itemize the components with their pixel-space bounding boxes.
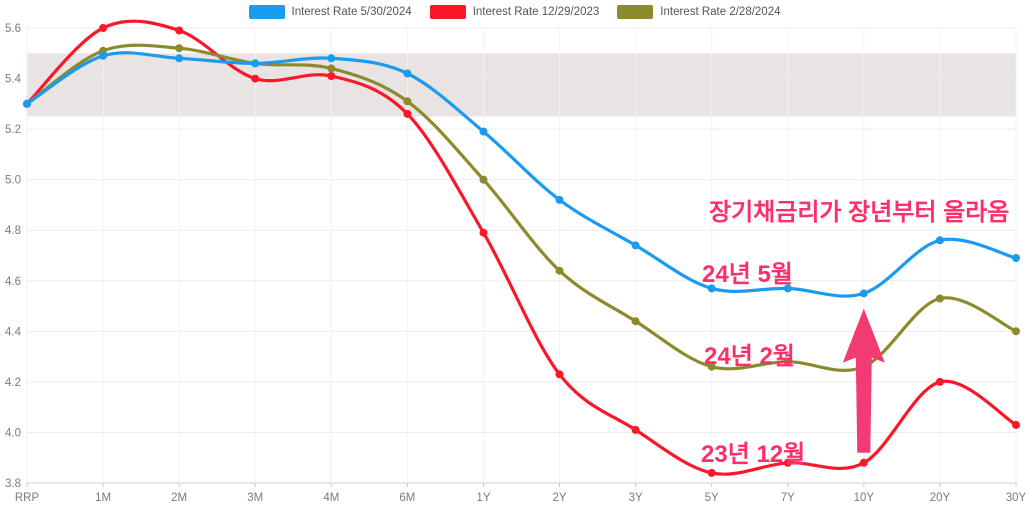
- y-axis-tick-label: 5.2: [5, 124, 21, 136]
- data-point[interactable]: [23, 99, 31, 108]
- data-point[interactable]: [251, 74, 260, 83]
- legend-label-rate-2-28-2024: Interest Rate 2/28/2024: [660, 6, 781, 18]
- y-axis-tick-label: 4.8: [5, 225, 21, 237]
- legend-item-rate-12-29-2023[interactable]: Interest Rate 12/29/2023: [429, 5, 600, 19]
- legend-label-rate-12-29-2023: Interest Rate 12/29/2023: [472, 6, 600, 18]
- y-axis-tick-label: 5.4: [5, 74, 22, 86]
- x-axis-tick-label: 3M: [247, 492, 263, 504]
- data-point[interactable]: [327, 64, 336, 73]
- x-axis-tick-label: 20Y: [930, 492, 951, 504]
- data-point[interactable]: [935, 377, 944, 386]
- x-axis-tick-label: 1Y: [476, 492, 490, 504]
- up-arrow-annotation: [842, 308, 885, 453]
- y-axis-tick-label: 3.8: [5, 478, 21, 490]
- data-point[interactable]: [99, 24, 108, 32]
- data-point[interactable]: [479, 127, 488, 136]
- x-axis-tick-label: 30Y: [1006, 492, 1027, 504]
- x-axis-tick-label: 4M: [323, 492, 339, 504]
- legend-swatch-blue: [248, 5, 285, 19]
- data-point[interactable]: [403, 69, 412, 78]
- data-point[interactable]: [783, 458, 792, 467]
- data-point[interactable]: [631, 425, 640, 434]
- x-axis-tick-label: 3Y: [629, 492, 643, 504]
- data-point[interactable]: [479, 228, 488, 237]
- data-point[interactable]: [175, 26, 184, 35]
- legend-item-rate-5-30-2024[interactable]: Interest Rate 5/30/2024: [248, 5, 412, 19]
- data-point[interactable]: [327, 72, 336, 80]
- y-axis-tick-label: 4.6: [5, 276, 21, 288]
- data-point[interactable]: [99, 51, 108, 60]
- legend-swatch-olive: [617, 5, 654, 19]
- x-axis-tick-label: 2M: [171, 492, 187, 504]
- target-range-band: [27, 53, 1016, 117]
- legend-label-rate-5-30-2024: Interest Rate 5/30/2024: [291, 6, 412, 18]
- data-point[interactable]: [783, 284, 792, 293]
- data-point[interactable]: [403, 109, 412, 118]
- y-axis-tick-label: 5.6: [5, 23, 21, 35]
- data-point[interactable]: [783, 357, 792, 366]
- data-point[interactable]: [859, 289, 868, 298]
- data-point[interactable]: [555, 266, 564, 275]
- data-point[interactable]: [707, 468, 716, 477]
- data-point[interactable]: [631, 317, 640, 326]
- data-point[interactable]: [479, 175, 488, 184]
- legend-swatch-red: [429, 5, 466, 19]
- x-axis-tick-label: 1M: [95, 492, 111, 504]
- x-axis-tick-label: RRP: [15, 492, 40, 504]
- x-axis-tick-label: 5Y: [705, 492, 719, 504]
- legend-item-rate-2-28-2024[interactable]: Interest Rate 2/28/2024: [617, 5, 781, 19]
- data-point[interactable]: [707, 362, 716, 371]
- annotation-may-2024: 24년 5월: [702, 261, 793, 288]
- x-axis-tick-label: 7Y: [781, 492, 795, 504]
- data-point[interactable]: [935, 236, 944, 245]
- annotation-dec-2023: 23년 12월: [701, 441, 806, 468]
- annotation-feb-2024: 24년 2월: [704, 343, 795, 370]
- data-point[interactable]: [403, 97, 412, 106]
- y-axis-tick-label: 5.0: [5, 175, 21, 187]
- data-point[interactable]: [555, 370, 564, 379]
- x-axis-tick-label: 2Y: [552, 492, 566, 504]
- y-axis-tick-label: 4.4: [5, 326, 22, 338]
- data-point[interactable]: [555, 195, 564, 204]
- data-point[interactable]: [175, 44, 184, 53]
- chart-legend: Interest Rate 5/30/2024 Interest Rate 12…: [0, 5, 1029, 19]
- annotation-title: 장기채금리가 장년부터 올라옴: [709, 199, 1010, 226]
- data-point[interactable]: [175, 54, 184, 63]
- y-axis-tick-label: 4.0: [5, 427, 21, 439]
- data-point[interactable]: [1012, 254, 1020, 262]
- data-point[interactable]: [1012, 327, 1020, 336]
- y-axis-tick-label: 4.2: [5, 377, 21, 389]
- data-point[interactable]: [859, 458, 868, 467]
- data-point[interactable]: [251, 59, 260, 68]
- data-point[interactable]: [935, 294, 944, 303]
- x-axis-tick-label: 10Y: [854, 492, 875, 504]
- data-point[interactable]: [1012, 420, 1020, 429]
- data-point[interactable]: [327, 54, 336, 63]
- data-point[interactable]: [631, 241, 640, 250]
- data-point[interactable]: [707, 284, 716, 293]
- x-axis-tick-label: 6M: [399, 492, 415, 504]
